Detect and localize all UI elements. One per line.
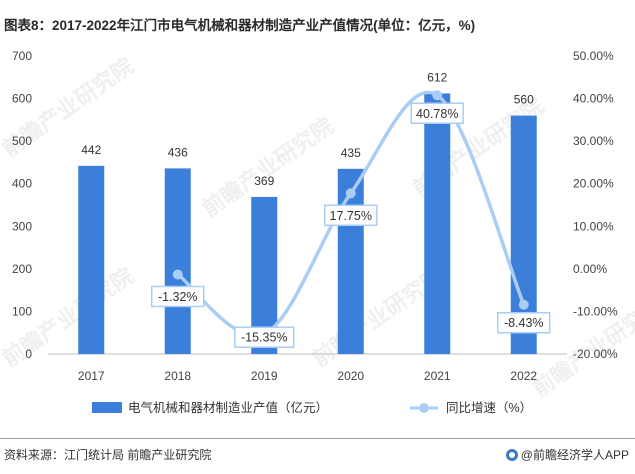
legend-bar-swatch: [92, 402, 122, 413]
y-left-tick-label: 500: [12, 134, 32, 148]
y-right-tick-label: 30.00%: [573, 134, 614, 148]
y-right-tick-label: 50.00%: [573, 49, 614, 63]
growth-point: [432, 90, 443, 101]
y-right-tick-label: 20.00%: [573, 177, 614, 191]
footer-divider: [0, 438, 635, 439]
brand-text: @前瞻经济学人APP: [520, 448, 629, 462]
bar-value-label: 612: [427, 70, 447, 84]
x-tick-label: 2018: [164, 369, 191, 383]
bar: [78, 165, 105, 354]
legend-line-label: 同比增速（%）: [446, 400, 532, 415]
growth-label-box: [151, 285, 205, 308]
chart: 0 100 200 300 400 500 600 700 -20.00% -10.00% 0.00…: [12, 49, 618, 415]
x-tick-label: 2021: [424, 369, 451, 383]
bar-value-label: 435: [341, 146, 361, 160]
growth-value-label: -1.32%: [158, 290, 198, 304]
x-tick-label: 2019: [251, 369, 278, 383]
y-right-tick-label: -10.00%: [573, 304, 618, 318]
x-tick-label: 2017: [78, 369, 105, 383]
bar: [424, 93, 451, 354]
bar-value-label: 560: [514, 93, 534, 107]
y-left-tick-label: 700: [12, 49, 32, 63]
legend-bar-label: 电气机械和器材制造业产值（亿元）: [128, 400, 328, 415]
y-right-tick-label: 0.00%: [573, 262, 607, 276]
growth-value-label: 17.75%: [330, 209, 372, 223]
x-tick-label: 2020: [337, 369, 364, 383]
bar-value-label: 436: [168, 145, 188, 159]
bar: [164, 168, 191, 354]
brand-credit: @前瞻经济学人APP: [505, 446, 629, 463]
bar-value-label: 369: [254, 174, 274, 188]
y-right-tick-label: 10.00%: [573, 219, 614, 233]
growth-label-box: [234, 326, 295, 348]
growth-label-box: [324, 204, 378, 227]
growth-point: [345, 188, 356, 199]
growth-point: [518, 299, 529, 310]
growth-label-box: [497, 311, 551, 334]
legend-line-marker: [419, 403, 429, 413]
chart-title: 图表8：2017-2022年江门市电气机械和器材制造产业产值情况(单位：亿元，%…: [4, 18, 476, 33]
y-right-tick-label: -20.00%: [573, 347, 618, 361]
growth-value-label: -15.35%: [241, 331, 288, 345]
growth-label-box: [410, 102, 464, 125]
growth-point: [172, 269, 183, 280]
growth-value-label: -8.43%: [504, 316, 544, 330]
y-left-tick-label: 0: [25, 347, 32, 361]
bar-value-label: 442: [81, 143, 101, 157]
bar: [337, 168, 364, 354]
y-left-tick-label: 100: [12, 304, 32, 318]
x-tick-label: 2022: [510, 369, 537, 383]
growth-value-label: 40.78%: [416, 107, 458, 121]
y-left-tick-label: 200: [12, 262, 32, 276]
y-left-tick-label: 400: [12, 177, 32, 191]
y-left-tick-label: 600: [12, 92, 32, 106]
y-left-tick-label: 300: [12, 219, 32, 233]
y-right-tick-label: 40.00%: [573, 92, 614, 106]
brand-logo-icon: [505, 448, 518, 461]
source-note: 资料来源：江门统计局 前瞻产业研究院: [4, 448, 212, 462]
